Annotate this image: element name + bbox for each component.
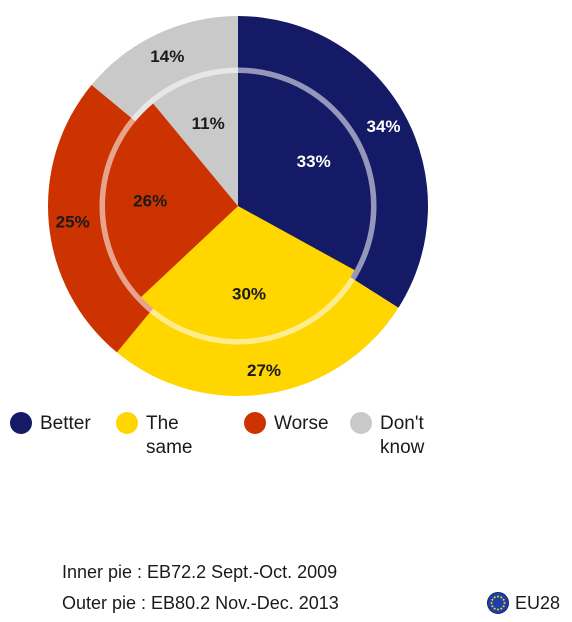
legend-label-worse: Worse [274,413,329,434]
legend-label-better: Better [40,413,91,434]
inner-label-the-same: 30% [232,284,266,303]
inner-label-worse: 26% [133,192,167,211]
legend-item-the-same: The same [116,412,226,460]
slice-labels: 34% 27% 25% 14% 33% 30% 26% 11% [56,47,401,380]
legend-item-worse: Worse [244,412,354,436]
inner-slice-the-same [141,206,355,339]
inner-label-better: 33% [297,152,331,171]
legend-label-dont-know: Don't know [380,413,425,458]
inner-slice-worse [105,103,238,298]
legend-swatch-better [10,412,32,434]
outer-pie-note: Outer pie : EB80.2 Nov.-Dec. 2013 [62,593,339,613]
outer-label-dont-know: 14% [150,47,184,66]
eu-flag-icon [487,592,509,614]
source-notes: Inner pie : EB72.2 Sept.-Oct. 2009 Outer… [62,560,339,622]
legend-swatch-dont-know [350,412,372,434]
legend-item-dont-know: Don't know [350,412,440,460]
inner-pie [105,73,371,339]
outer-label-better: 34% [366,117,400,136]
outer-label-the-same: 27% [247,361,281,380]
eu28-badge: EU28 [487,592,560,614]
inner-label-dont-know: 11% [192,114,225,133]
donut-chart: 34% 27% 25% 14% 33% 30% 26% 11% [47,16,428,397]
inner-slice-better [238,73,371,271]
legend-label-the-same: The same [146,413,193,458]
eu28-label: EU28 [515,592,561,613]
legend-swatch-the-same [116,412,138,434]
outer-label-worse: 25% [56,213,90,232]
legend-swatch-worse [244,412,266,434]
legend-item-better: Better [10,412,120,436]
inner-pie-note: Inner pie : EB72.2 Sept.-Oct. 2009 [62,562,338,582]
legend: Better The same Worse Don't know [10,412,460,472]
inner-slice-dont-know [153,73,238,206]
